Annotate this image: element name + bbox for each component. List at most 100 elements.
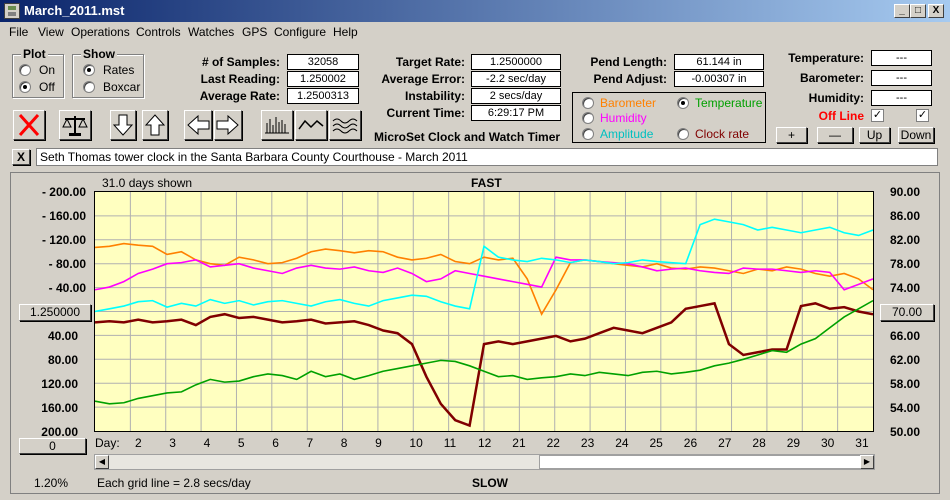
- x-axis-tick: 11: [443, 436, 457, 450]
- up-button[interactable]: Up: [859, 127, 890, 143]
- sensor-axis-button[interactable]: 70.00: [880, 304, 934, 321]
- y-left-tick: 160.00: [41, 401, 78, 415]
- right-arrow-button[interactable]: [214, 110, 242, 140]
- target-rate-axis-button[interactable]: 1.250000: [19, 304, 91, 321]
- target-rate-label: Target Rate:: [395, 55, 465, 69]
- series-line: [94, 301, 874, 428]
- balance-button[interactable]: [59, 110, 91, 140]
- menu-help[interactable]: Help: [333, 25, 358, 39]
- pend-length-label: Pend Length:: [590, 55, 667, 69]
- x-axis-tick: 23: [580, 436, 595, 450]
- scroll-left-arrow-icon[interactable]: ◀: [95, 455, 109, 469]
- chart-svg: [94, 192, 874, 431]
- plot-off-radio[interactable]: [19, 81, 31, 93]
- y-right-tick: 66.00: [890, 329, 921, 343]
- y-right-tick: 82.00: [890, 233, 921, 247]
- arrow-down-icon: [112, 114, 134, 136]
- plot-group: Plot On Off: [12, 47, 64, 98]
- instability-field: 2 secs/day: [471, 88, 561, 104]
- menu-watches[interactable]: Watches: [188, 25, 235, 39]
- y-right-tick: 74.00: [890, 281, 921, 295]
- menu-view[interactable]: View: [38, 25, 64, 39]
- show-rates-radio[interactable]: [83, 64, 95, 76]
- x-axis-tick: 9: [375, 436, 382, 450]
- scroll-right-arrow-icon[interactable]: ▶: [860, 455, 874, 469]
- y-left-tick: 200.00: [41, 425, 78, 439]
- x-axis-tick: 29: [786, 436, 801, 450]
- bars-view-button[interactable]: [261, 110, 293, 140]
- clock-rate-option-label: Clock rate: [695, 127, 750, 141]
- x-axis-tick: 25: [649, 436, 663, 450]
- clock-rate-radio[interactable]: [677, 128, 689, 140]
- down-arrow-button[interactable]: [110, 110, 136, 140]
- down-button[interactable]: Down: [898, 127, 934, 143]
- left-arrow-button[interactable]: [184, 110, 212, 140]
- x-axis-tick: 8: [340, 436, 348, 450]
- line-graph-icon: [298, 119, 324, 130]
- average-error-field: -2.2 sec/day: [471, 71, 561, 87]
- wave-view-button[interactable]: [329, 110, 361, 140]
- show-boxcar-radio[interactable]: [83, 81, 95, 93]
- current-time-label: Current Time:: [386, 106, 465, 120]
- pend-adjust-label: Pend Adjust:: [593, 72, 667, 86]
- barometer-field: ---: [871, 70, 932, 86]
- minus-button[interactable]: —: [817, 127, 853, 143]
- scroll-offset-button[interactable]: 0: [19, 438, 86, 454]
- scroll-thumb[interactable]: [539, 455, 861, 469]
- temperature-label: Temperature:: [788, 51, 864, 65]
- humidity-option-label: Humidity: [600, 111, 647, 125]
- x-axis-tick: 21: [512, 436, 526, 450]
- show-group-title: Show: [81, 47, 117, 61]
- x-axis-tick: 31: [855, 436, 869, 450]
- instability-label: Instability:: [404, 89, 465, 103]
- amplitude-radio[interactable]: [582, 128, 594, 140]
- stop-button[interactable]: [13, 110, 45, 140]
- barometer-radio[interactable]: [582, 97, 594, 109]
- y-left-tick: 40.00: [47, 329, 78, 343]
- plus-button[interactable]: +: [776, 127, 807, 143]
- clear-description-button[interactable]: X: [12, 149, 30, 165]
- x-axis-tick: 24: [615, 436, 629, 450]
- close-button[interactable]: X: [928, 4, 944, 18]
- app-name-label: MicroSet Clock and Watch Timer: [374, 130, 561, 144]
- line-view-button[interactable]: [295, 110, 327, 140]
- humidity-radio[interactable]: [582, 112, 594, 124]
- menu-gps[interactable]: GPS: [242, 25, 268, 39]
- y-left-tick: - 80.00: [48, 257, 86, 271]
- y-right-tick: 62.00: [890, 353, 921, 367]
- window-title: March_2011.mst: [24, 3, 125, 18]
- aux-checkbox[interactable]: ✓: [916, 109, 929, 122]
- minimize-button[interactable]: _: [894, 4, 910, 18]
- samples-field: 32058: [287, 54, 359, 70]
- y-right-tick: 50.00: [890, 425, 921, 439]
- slow-label: SLOW: [472, 476, 508, 490]
- days-shown-label: 31.0 days shown: [102, 176, 193, 190]
- last-reading-field: 1.250002: [287, 71, 359, 87]
- x-axis-tick: 26: [683, 436, 698, 450]
- y-right-tick: 78.00: [890, 257, 921, 271]
- menu-file[interactable]: File: [9, 25, 29, 39]
- horizontal-scrollbar[interactable]: ◀ ▶: [94, 454, 875, 470]
- temperature-radio[interactable]: [677, 97, 689, 109]
- menu-controls[interactable]: Controls: [136, 25, 181, 39]
- y-right-tick: 58.00: [890, 377, 921, 391]
- up-arrow-button[interactable]: [142, 110, 168, 140]
- show-boxcar-label: Boxcar: [103, 80, 141, 94]
- barometer-option-label: Barometer: [600, 96, 657, 110]
- x-axis-tick: 7: [306, 436, 314, 450]
- x-axis-tick: 22: [546, 436, 560, 450]
- x-axis-tick: 27: [718, 436, 732, 450]
- menu-operations[interactable]: Operations: [71, 25, 130, 39]
- current-time-field: 6:29:17 PM: [471, 105, 561, 121]
- samples-label: # of Samples:: [201, 55, 280, 69]
- pend-adjust-field: -0.00307 in: [674, 71, 764, 87]
- offline-checkbox[interactable]: ✓: [871, 109, 884, 122]
- humidity-label: Humidity:: [808, 91, 864, 105]
- series-line: [94, 218, 874, 313]
- x-axis-tick: 30: [821, 436, 835, 450]
- menu-configure[interactable]: Configure: [274, 25, 327, 39]
- plot-on-radio[interactable]: [19, 64, 31, 76]
- wave-icon: [332, 118, 358, 134]
- description-field[interactable]: Seth Thomas tower clock in the Santa Bar…: [36, 148, 938, 166]
- maximize-button[interactable]: □: [910, 4, 926, 18]
